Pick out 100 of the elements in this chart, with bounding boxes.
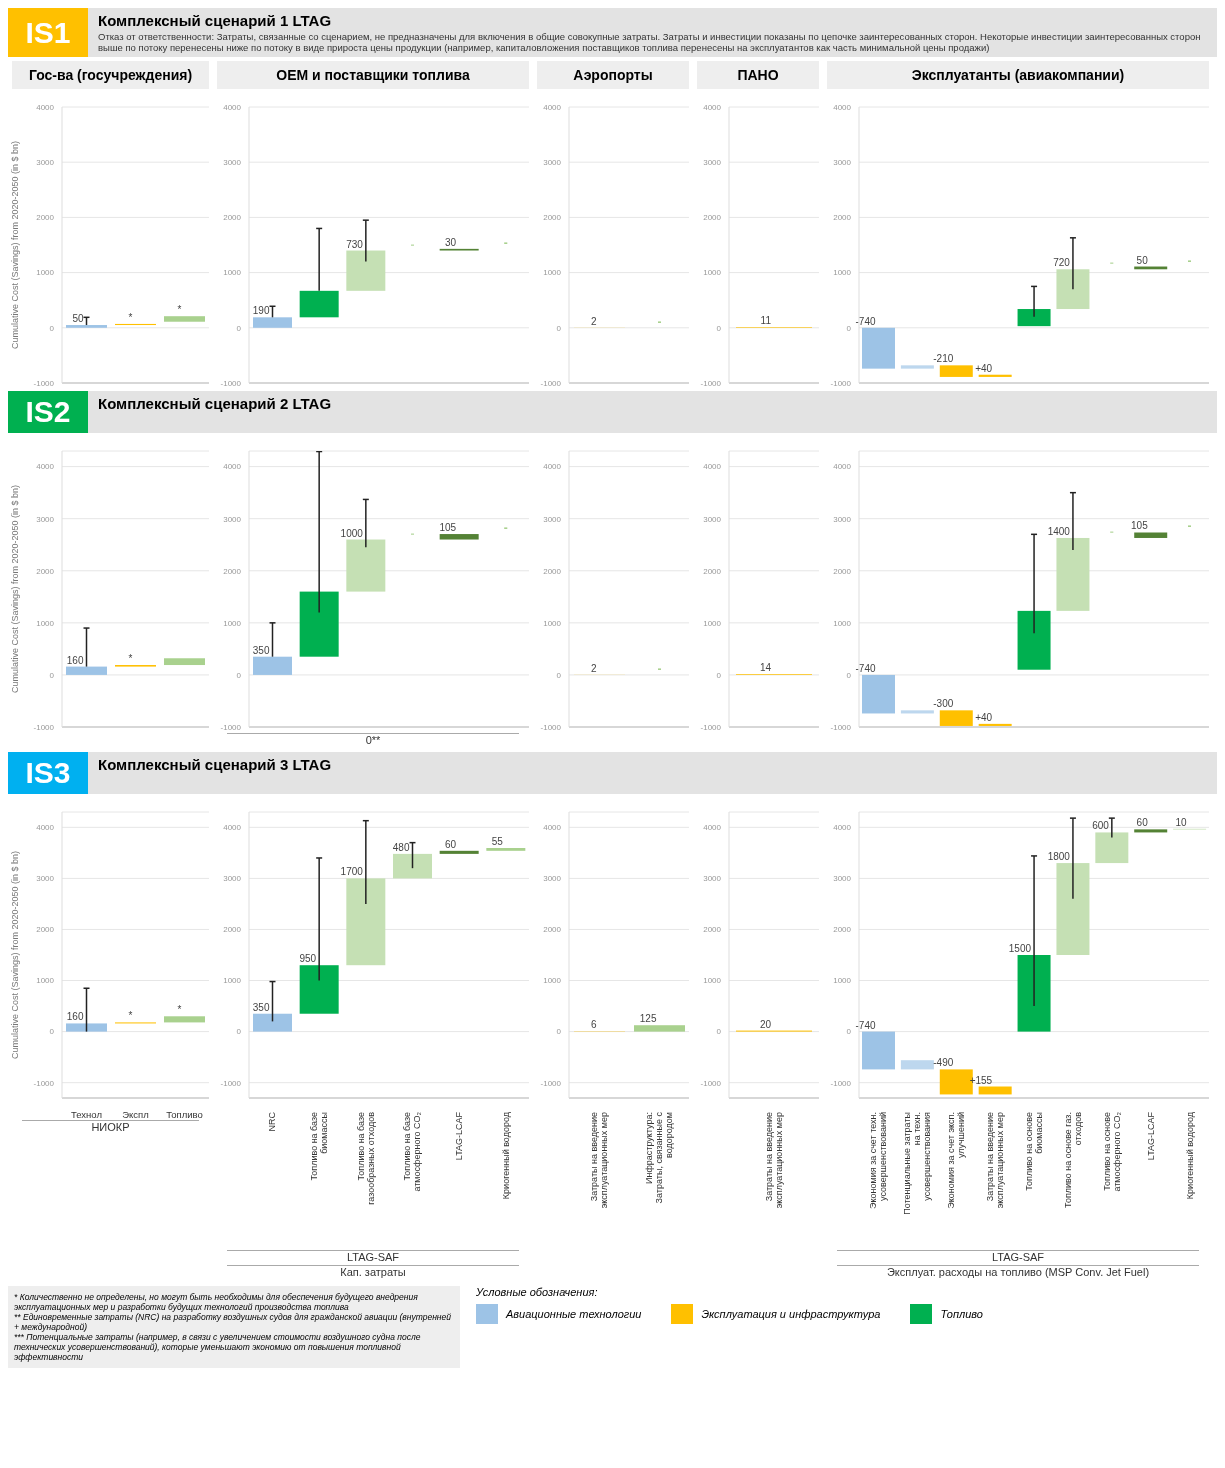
x-tick-label: Экспл [122,1109,149,1120]
text: 0** [227,733,519,746]
y-tick-label: 1000 [223,976,242,986]
bar [486,848,526,851]
x-tick-label: NRC [267,1111,278,1132]
y-tick-label: 2000 [223,566,242,576]
data-label: +40 [975,362,993,374]
y-tick-label: 1000 [833,976,852,986]
bar [862,1031,895,1070]
y-tick-label: -1000 [33,378,55,388]
chart-title: Гос-ва (госучреждения) [12,61,209,89]
y-tick-label: 3000 [703,874,722,884]
y-tick-label: 4000 [223,102,242,112]
bar [1056,269,1090,310]
text: * Количественно не определены, но могут быть необходимы для обеспечения будущего внедрения эксплуатационных мер и разработки будущих технологий производства топлива [14,1292,419,1312]
text: ** Единовременные затраты (NRC) на разработку воздушных судов для гражданской авиации (внутренней + международной) [14,1312,452,1332]
y-tick-label: -1000 [830,1078,852,1088]
data-label: -210 [933,353,954,365]
text: LTAG-SAF [837,1250,1199,1263]
y-tick-label: 2000 [703,566,722,576]
y-tick-label: 3000 [36,158,55,168]
x-tick-label: Криогенный водород [1184,1111,1195,1200]
bar [346,250,386,291]
data-label: 105 [1131,520,1149,532]
bar [939,365,973,377]
y-tick-label: 3000 [223,158,242,168]
text: - [503,521,508,536]
y-tick-label: 1000 [833,618,852,628]
bar [393,853,432,879]
y-tick-label: 4000 [703,462,722,472]
bar [1134,829,1168,833]
y-tick-label: 0 [716,670,722,680]
y-tick-label: 0 [846,1027,852,1037]
text: IS1 [8,8,88,57]
data-label: 950 [299,953,317,965]
x-tick-label: Технол [71,1109,102,1120]
text: LTAG-SAF [227,1250,519,1263]
text: - [1187,253,1192,268]
data-label: 60 [445,838,457,850]
data-label: 50 [72,313,84,325]
text: *** Потенциальные затраты (например, в связи с увеличением стоимости воздушного судна после технических усовершенствований), которые уменьшают экономию от повышения топливной эффективности [14,1332,422,1362]
y-tick-label: -1000 [540,1078,562,1088]
bar [253,656,292,675]
bar [1134,532,1168,538]
y-tick-label: 4000 [36,462,55,472]
data-label: 55 [491,836,504,848]
data-label: 480 [392,841,410,853]
y-tick-label: 2000 [703,925,722,935]
text: IS2 [8,391,88,433]
data-label: 30 [445,236,457,248]
y-tick-label: 0 [846,670,852,680]
data-label: -740 [855,1019,876,1031]
y-tick-label: 3000 [223,514,242,524]
y-tick-label: 4000 [703,102,722,112]
y-tick-label: 2000 [703,213,722,223]
data-label: 190 [252,305,270,317]
data-label: * [177,304,182,316]
data-label: 1400 [1047,525,1071,537]
y-tick-label: 2000 [833,213,852,223]
text: Кап. затраты [227,1265,519,1278]
y-tick-label: 0 [236,670,242,680]
bar [299,290,339,318]
y-tick-label: 3000 [36,514,55,524]
text: Комплексный сценарий 2 LTAG [98,395,333,412]
y-tick-label: 2000 [543,213,562,223]
text: - [657,661,662,676]
y-tick-label: 4000 [543,102,562,112]
bar [900,710,934,714]
data-label: * [128,311,133,323]
y-tick-label: -1000 [700,1078,722,1088]
y-tick-label: -1000 [220,1078,242,1088]
bar [900,1060,934,1070]
chart-title: Эксплуатанты (авиакомпании) [827,61,1209,89]
category-label: Топливо [940,1308,983,1320]
y-tick-label: 2000 [223,213,242,223]
bar [978,723,1012,726]
y-tick-label: 4000 [543,823,562,833]
y-tick-label: -1000 [220,722,242,732]
data-label: * [128,1010,133,1022]
y-tick-label: -1000 [33,1078,55,1088]
y-tick-label: 1000 [543,268,562,278]
x-tick-label: Топливо [166,1109,203,1120]
data-label: 10 [1175,816,1188,828]
y-tick-label: 4000 [223,462,242,472]
y-tick-label: 3000 [543,158,562,168]
y-tick-label: 4000 [36,102,55,112]
bar [253,1013,292,1032]
text: - [410,526,415,541]
data-label: 350 [252,644,270,656]
data-label: 1500 [1008,943,1032,954]
data-label: -300 [933,698,954,710]
y-tick-label: 1000 [223,268,242,278]
text: - [1187,519,1192,534]
data-label: 14 [759,662,772,674]
bar [1056,863,1090,955]
y-tick-label: 3000 [833,874,852,884]
x-tick-label: LTAG-LCAF [1145,1111,1156,1161]
y-tick-label: -1000 [540,722,562,732]
data-label: 160 [66,1011,84,1023]
y-tick-label: 4000 [36,823,55,833]
